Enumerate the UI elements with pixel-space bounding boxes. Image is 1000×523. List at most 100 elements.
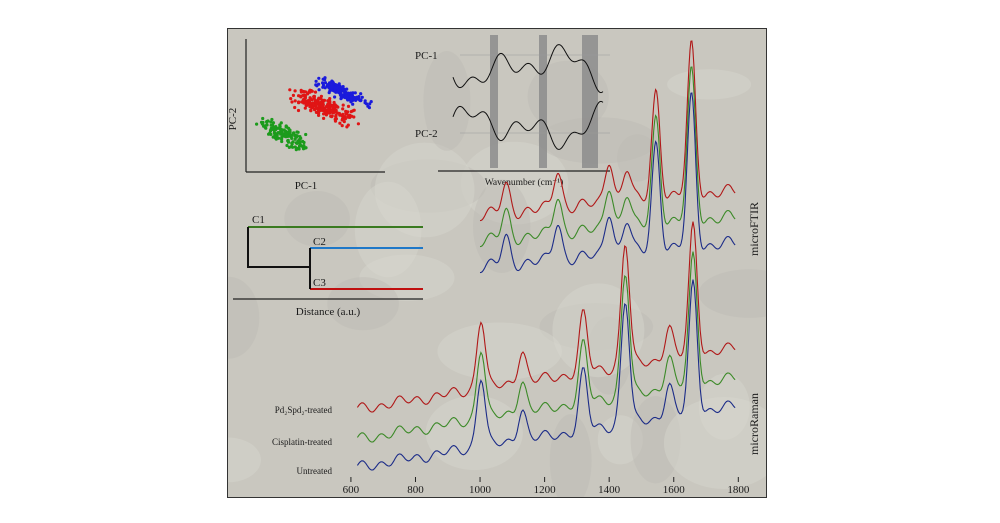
x-tick-label: 1200 [534, 484, 557, 496]
scatter-point [346, 104, 351, 108]
highlight-band [582, 35, 598, 168]
scatter-point [333, 119, 338, 123]
cluster-c1-label: C1 [252, 214, 265, 226]
scatter-point [314, 83, 318, 87]
scatter-point [327, 91, 331, 95]
scatter-point [276, 131, 280, 135]
scatter-point [282, 128, 286, 132]
scatter-point [294, 148, 298, 152]
texture-blob [617, 134, 658, 182]
texture-blob [370, 159, 486, 213]
scatter-point [260, 122, 264, 126]
scatter-point [277, 126, 281, 130]
scatter-point [326, 102, 330, 106]
scatter-point [314, 79, 318, 83]
texture-blob [425, 395, 523, 471]
texture-blob [667, 69, 752, 100]
loadings-panel: PC-1 PC-2 Wavenumber (cm⁻¹) [415, 35, 610, 188]
scatter-point [317, 76, 321, 80]
scatter-point [340, 124, 344, 128]
scatter-point [263, 125, 267, 129]
scatter-point [332, 89, 337, 93]
scatter-point [360, 95, 364, 99]
scatter-point [293, 105, 297, 110]
scatter-point [314, 106, 318, 110]
scatter-point [297, 101, 301, 105]
scatter-point [304, 146, 308, 150]
scatter-point [292, 131, 296, 135]
dendrogram-links [247, 227, 311, 289]
scatter-point [299, 88, 303, 92]
scatter-point [305, 102, 309, 106]
raman-spectrum-line [356, 279, 736, 471]
scatter-point [330, 109, 334, 113]
scatter-point [349, 100, 353, 104]
raman-spectra [356, 221, 736, 471]
ftir-spectrum-line [479, 66, 736, 248]
scatter-point [289, 145, 293, 149]
scatter-point [303, 106, 307, 110]
scatter-point [285, 143, 289, 148]
scatter-point [267, 132, 271, 136]
scatter-point [293, 99, 297, 103]
scatter-point [349, 97, 353, 101]
scatter-point [353, 91, 357, 95]
spectra-x-axis: 600 800 1000 1200 1400 1600 1800 [343, 477, 750, 496]
loadings-xlabel: Wavenumber (cm⁻¹) [485, 177, 564, 188]
texture-blob [663, 397, 766, 489]
scatter-point [311, 105, 315, 109]
raman-spectrum-line [356, 251, 736, 443]
scatter-point [341, 107, 345, 111]
scatter-point [313, 90, 318, 94]
scatter-point [300, 100, 304, 104]
pc1-loading-line [452, 44, 604, 94]
x-tick-label: 800 [407, 484, 424, 496]
texture-blob [630, 396, 681, 484]
scatter-point [320, 104, 324, 109]
scatter-point [321, 98, 325, 102]
scatter-point [284, 132, 288, 136]
scatter-ylabel: PC-2 [228, 108, 239, 131]
scatter-point [304, 132, 308, 137]
scatter-point [291, 93, 295, 97]
scatter-xlabel: PC-1 [295, 180, 318, 192]
scatter-point [333, 110, 337, 114]
scatter-point [293, 89, 297, 93]
scatter-point [329, 114, 333, 118]
series-label-cisplatin: Cisplatin-treated [272, 437, 332, 447]
scatter-point [341, 103, 345, 107]
scatter-point [281, 132, 285, 136]
scatter-point [339, 93, 344, 97]
scatter-point [315, 102, 319, 106]
x-tick-label: 1600 [663, 484, 686, 496]
scatter-point [271, 127, 275, 131]
scatter-panel: PC-2 PC-1 [228, 39, 385, 192]
scatter-point [323, 78, 327, 82]
scatter-point [327, 85, 331, 90]
scatter-point [299, 94, 303, 98]
pc1-label: PC-1 [415, 50, 438, 62]
spectra-panel: microFTIR microRaman Pd₂Spd₂-treated Cis… [272, 40, 761, 496]
scatter-point [285, 125, 289, 129]
scatter-point [269, 120, 273, 124]
scatter-point [368, 102, 372, 106]
texture-blob [374, 142, 475, 238]
raman-label: microRaman [747, 393, 761, 455]
scatter-point [308, 88, 312, 92]
figure-canvas: PC-2 PC-1 PC-1 PC-2 Wavenumber (cm⁻¹) C1… [228, 35, 766, 497]
scatter-point [261, 116, 265, 121]
scatter-point [333, 95, 337, 99]
scatter-point [343, 117, 347, 121]
scatter-point [294, 141, 298, 145]
scatter-point [345, 97, 350, 101]
dendrogram-xlabel: Distance (a.u.) [296, 306, 361, 318]
scatter-point [349, 91, 353, 95]
cluster-c2-label: C2 [313, 236, 326, 248]
scatter-point [345, 125, 349, 129]
texture-blob [698, 373, 750, 440]
highlight-band [490, 35, 498, 168]
scatter-point [350, 114, 354, 118]
scatter-point [363, 101, 367, 105]
x-tick-label: 1800 [727, 484, 750, 496]
texture-blob [539, 303, 654, 351]
